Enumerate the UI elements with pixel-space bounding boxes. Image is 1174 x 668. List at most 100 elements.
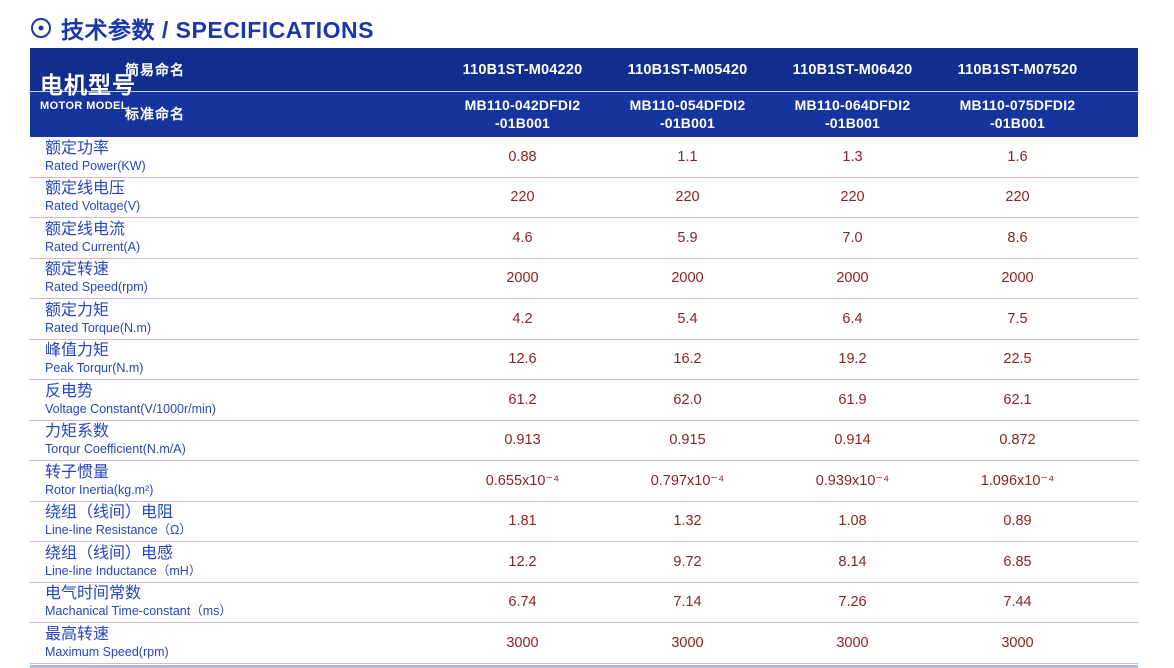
spec-label-en: Rated Torque(N.m)	[45, 320, 152, 335]
spec-label-cn: 电气时间常数	[45, 585, 142, 603]
model-standard-name-line1: MB110-042DFDI2	[464, 96, 581, 113]
model-simple-name: 110B1ST-M05420	[627, 61, 748, 78]
spec-label-cn: 转子惯量	[45, 463, 110, 481]
model-simple-name: 110B1ST-M06420	[792, 61, 913, 78]
table-row: 力矩系数 Torqur Coefficient(N.m/A) 0.913 0.9…	[30, 421, 1138, 461]
spec-value: 12.6	[508, 351, 537, 368]
spec-label-cell: 额定线电流 Rated Current(A)	[30, 221, 440, 255]
spec-value: 3000	[506, 634, 539, 651]
spec-value: 3000	[1001, 634, 1034, 651]
spec-value: 12.2	[508, 553, 537, 570]
spec-value: 0.913	[504, 432, 541, 449]
spec-value: 6.4	[842, 310, 863, 327]
spec-value: 8.6	[1007, 229, 1028, 246]
model-standard-name-line1: MB110-075DFDI2	[959, 96, 1076, 113]
spec-value: 220	[1005, 189, 1030, 206]
table-row: 额定线电流 Rated Current(A) 4.6 5.9 7.0 8.6	[30, 218, 1138, 259]
spec-value: 7.26	[838, 594, 867, 611]
motor-model-cell: 电机型号 MOTOR MODEL	[30, 48, 136, 137]
spec-value: 62.1	[1003, 391, 1032, 408]
table-row: 额定转速 Rated Speed(rpm) 2000 2000 2000 200…	[30, 259, 1138, 299]
spec-value: 1.6	[1007, 148, 1028, 165]
column-header-standard-name: MB110-054DFDI2 -01B001	[605, 91, 770, 137]
model-standard-name-line2: -01B001	[824, 115, 881, 131]
model-simple-name: 110B1ST-M07520	[957, 61, 1078, 78]
spec-value: 0.939x10⁻⁴	[815, 472, 890, 489]
spec-value: 0.655x10⁻⁴	[485, 472, 560, 489]
column-header-standard-name: MB110-075DFDI2 -01B001	[935, 91, 1100, 137]
spec-label-en: Voltage Constant(V/1000r/min)	[45, 401, 216, 416]
section-title: 技术参数 / SPECIFICATIONS	[31, 11, 374, 45]
spec-value: 6.74	[508, 594, 537, 611]
spec-label-en: Rotor Inertia(kg.m²)	[45, 482, 154, 497]
spec-value: 2000	[671, 270, 704, 287]
table-body: 额定功率 Rated Power(KW) 0.88 1.1 1.3 1.6 额定…	[30, 137, 1138, 664]
spec-value: 1.08	[838, 513, 867, 530]
spec-label-cell: 电气时间常数 Machanical Time-constant（ms）	[30, 585, 440, 619]
table-row: 绕组（线间）电感 Line-line Inductance（mH） 12.2 9…	[30, 542, 1138, 583]
spec-label-en: Rated Power(KW)	[45, 158, 146, 173]
column-header-simple-name: 110B1ST-M06420	[770, 48, 935, 91]
model-simple-name: 110B1ST-M04220	[462, 61, 583, 78]
spec-value: 1.1	[677, 148, 698, 165]
standard-name-label-text: 标准命名	[125, 106, 185, 122]
spec-value: 8.14	[838, 553, 867, 570]
spec-label-cn: 反电势	[45, 382, 94, 400]
column-header-standard-name: MB110-042DFDI2 -01B001	[440, 91, 605, 137]
table-row: 额定力矩 Rated Torque(N.m) 4.2 5.4 6.4 7.5	[30, 299, 1138, 340]
spec-value: 2000	[506, 270, 539, 287]
spec-label-cn: 绕组（线间）电感	[45, 544, 174, 562]
spec-value: 1.096x10⁻⁴	[980, 472, 1055, 489]
spec-label-en: Rated Current(A)	[45, 239, 141, 254]
spec-value: 2000	[836, 270, 869, 287]
spec-label-cell: 额定线电压 Rated Voltage(V)	[30, 180, 440, 214]
model-standard-name-line1: MB110-054DFDI2	[629, 96, 746, 113]
spec-label-cell: 绕组（线间）电感 Line-line Inductance（mH）	[30, 545, 440, 579]
spec-label-cn: 绕组（线间）电阻	[45, 504, 174, 522]
table-row: 最高转速 Maximum Speed(rpm) 3000 3000 3000 3…	[30, 623, 1138, 664]
spec-label-en: Maximum Speed(rpm)	[45, 644, 169, 659]
header-row-divider	[30, 91, 1138, 92]
model-standard-name-line2: -01B001	[989, 115, 1046, 131]
spec-value: 1.3	[842, 148, 863, 165]
spec-label-en: Torqur Coefficient(N.m/A)	[45, 442, 186, 457]
spec-label-cell: 反电势 Voltage Constant(V/1000r/min)	[30, 383, 440, 417]
spec-label-cn: 力矩系数	[45, 423, 110, 441]
spec-value: 0.872	[999, 432, 1036, 449]
spec-value: 61.9	[838, 391, 867, 408]
spec-value: 7.44	[1003, 594, 1032, 611]
table-row: 绕组（线间）电阻 Line-line Resistance（Ω） 1.81 1.…	[30, 502, 1138, 542]
spec-label-cn: 额定转速	[45, 261, 110, 279]
spec-value: 0.89	[1003, 513, 1032, 530]
motor-model-label-en: MOTOR MODEL	[40, 99, 128, 112]
circled-dot-icon-center	[38, 25, 44, 31]
spec-value: 61.2	[508, 391, 537, 408]
model-standard-name-line2: -01B001	[494, 115, 551, 131]
motor-model-label-cn: 电机型号	[40, 72, 136, 99]
spec-label-en: Line-line Resistance（Ω）	[45, 523, 192, 538]
model-standard-name-line1: MB110-064DFDI2	[794, 96, 911, 113]
table-row: 反电势 Voltage Constant(V/1000r/min) 61.2 6…	[30, 380, 1138, 421]
spec-value: 0.88	[508, 148, 537, 165]
column-header-simple-name: 110B1ST-M04220	[440, 48, 605, 91]
spec-value: 22.5	[1003, 351, 1032, 368]
column-header-simple-name: 110B1ST-M07520	[935, 48, 1100, 91]
spec-label-en: Machanical Time-constant（ms）	[45, 604, 232, 619]
spec-value: 19.2	[838, 351, 867, 368]
table-row: 转子惯量 Rotor Inertia(kg.m²) 0.655x10⁻⁴ 0.7…	[30, 461, 1138, 502]
spec-label-cell: 转子惯量 Rotor Inertia(kg.m²)	[30, 464, 440, 498]
table-row: 额定功率 Rated Power(KW) 0.88 1.1 1.3 1.6	[30, 137, 1138, 178]
spec-value: 6.85	[1003, 553, 1032, 570]
specifications-table: 电机型号 MOTOR MODEL 简易命名 标准命名 110B1ST-M0422…	[30, 48, 1138, 668]
table-row: 峰值力矩 Peak Torqur(N.m) 12.6 16.2 19.2 22.…	[30, 340, 1138, 380]
spec-value: 4.2	[512, 310, 533, 327]
spec-label-cn: 额定功率	[45, 139, 110, 157]
spec-label-cn: 额定线电压	[45, 180, 126, 198]
spec-label-en: Line-line Inductance（mH）	[45, 563, 202, 578]
column-header-simple-name: 110B1ST-M05420	[605, 48, 770, 91]
spec-label-cn: 额定线电流	[45, 220, 126, 238]
page-title: 技术参数 / SPECIFICATIONS	[61, 17, 374, 43]
simple-name-label-text: 简易命名	[125, 61, 185, 78]
spec-value: 0.915	[669, 432, 706, 449]
